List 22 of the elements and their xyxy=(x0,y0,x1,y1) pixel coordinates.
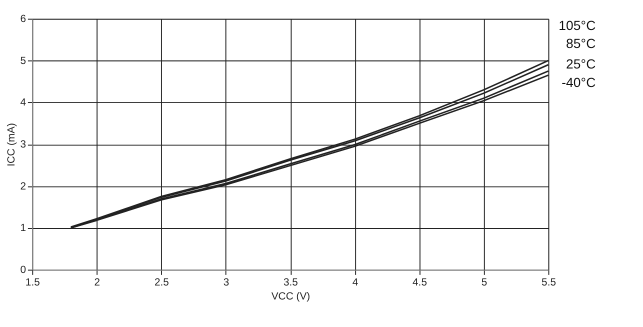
y-tick-label: 1 xyxy=(20,223,26,234)
y-tick-label: 5 xyxy=(20,56,26,67)
x-tick-label: 3 xyxy=(223,277,230,288)
x-tick-label: 3.5 xyxy=(283,277,298,288)
x-tick-label: 5.5 xyxy=(542,277,556,288)
x-tick-label: 4 xyxy=(352,277,358,288)
x-tick-label: 4.5 xyxy=(412,277,428,288)
x-tick-label: 2 xyxy=(94,277,100,288)
y-tick-label: 6 xyxy=(20,14,26,26)
y-tick-label: 4 xyxy=(20,98,26,109)
y-tick-label: 2 xyxy=(20,181,26,192)
series-label: 85°C xyxy=(566,36,596,52)
x-tick-label: 2.5 xyxy=(154,277,170,288)
series-label: 25°C xyxy=(566,56,596,72)
y-tick-label: 0 xyxy=(20,265,26,276)
y-axis-title: ICC (mA) xyxy=(6,123,18,166)
x-axis-title: VCC (V) xyxy=(271,292,310,303)
x-tick-label: 5 xyxy=(481,277,488,288)
series-label: -40°C xyxy=(562,75,596,90)
x-tick-label: 1.5 xyxy=(25,277,40,288)
text: 105°C xyxy=(558,18,596,33)
y-tick-label: 3 xyxy=(20,140,26,151)
